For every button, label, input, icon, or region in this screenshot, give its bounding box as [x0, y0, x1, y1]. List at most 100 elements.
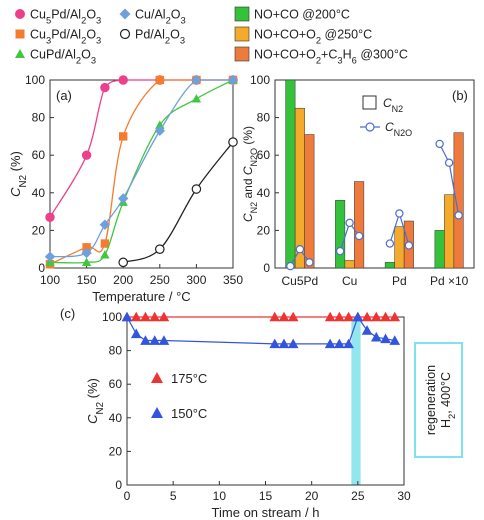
panel-b: 0 20 40 60 80 100 (b) CN2 and CN2O (%) CN2 CN2O Cu…: [241, 73, 475, 288]
x-tick-label-c: 20: [305, 489, 319, 503]
legend-label-7: NO+CO+O2 @250°C: [254, 28, 372, 46]
bar-4-1: [434, 230, 445, 269]
panel-c: 0 5 10 15 20 25 30 0 20 40 60 80 100 (c) Time on strea…: [60, 306, 463, 520]
legend-label-5: Pd/Al2O3: [135, 28, 185, 46]
legend-marker-8: [234, 46, 250, 62]
data-point-c-2-4: [149, 335, 160, 345]
data-point-c-2-7: [278, 338, 290, 349]
legend-marker-c-2: [151, 407, 163, 418]
panel-label-b: (b): [452, 88, 468, 103]
data-point-c-1-11: [343, 311, 354, 322]
legend-marker-2: [15, 29, 25, 39]
series-line-a-3: [49, 79, 234, 264]
n2o-point-1-1: [286, 261, 295, 271]
bar-1-1: [285, 79, 296, 269]
data-point-a-4-6: [191, 74, 202, 86]
bar-2-1: [335, 200, 346, 269]
y-tick-label-b: 100: [250, 73, 270, 87]
legend-label-cn2o: CN2O: [385, 120, 412, 138]
data-point-a-2-5: [155, 75, 164, 85]
x-tick-label-c: 0: [124, 489, 131, 503]
y-tick-label-c: 20: [109, 444, 123, 458]
regeneration-label: regenerationH2, 400°C: [424, 365, 457, 435]
x-tick-label-a: 300: [186, 273, 206, 287]
y-tick-label-a: 40: [32, 186, 46, 200]
x-axis-title-c: Time on stream / h: [212, 505, 320, 520]
data-point-c-2-2: [130, 328, 142, 339]
y-tick-label-a: 100: [25, 73, 45, 87]
panel-label-a: (a): [56, 88, 72, 103]
legend-label-2: Cu3Pd/Al2O3: [30, 28, 101, 46]
data-point-a-5-2: [155, 244, 165, 254]
data-point-c-2-16: [389, 335, 401, 345]
y-tick-label-c: 60: [109, 377, 123, 391]
data-point-a-2-3: [100, 239, 110, 248]
series-line-a-4: [49, 79, 233, 258]
bar-1-3: [304, 134, 315, 269]
n2o-point-4-3: [454, 211, 463, 220]
data-point-a-4-4: [118, 193, 129, 204]
n2o-point-3-1: [385, 239, 395, 248]
n2o-point-2-3: [354, 231, 364, 241]
y-tick-label-b: 20: [257, 223, 271, 237]
n2o-point-3-2: [395, 209, 404, 218]
bar-2-3: [354, 181, 365, 269]
n2o-point-1-3: [305, 258, 314, 267]
data-point-c-2-14: [371, 331, 382, 342]
data-point-c-2-3: [140, 335, 151, 345]
legend-label-c-1: 175°C: [171, 371, 207, 386]
legend-label-4: Cu/Al2O3: [135, 8, 186, 26]
n2o-point-2-1: [335, 246, 345, 256]
data-point-a-4-3: [99, 219, 111, 230]
series-line-a-5: [122, 141, 234, 263]
legend-label-cn2: CN2: [383, 96, 403, 114]
bar-3-2: [394, 226, 405, 269]
y-tick-label-c: 40: [109, 411, 123, 425]
plot-frame-b: [274, 79, 475, 269]
legend-label-c-2: 150°C: [171, 406, 207, 421]
data-point-c-1-9: [324, 311, 336, 322]
y-axis-title-c: CN2 (%): [85, 378, 106, 424]
data-point-c-2-8: [287, 338, 299, 349]
data-point-c-1-4: [149, 311, 160, 322]
data-point-a-5-3: [191, 184, 202, 194]
y-tick-label-c: 0: [115, 478, 122, 492]
data-point-c-2-5: [158, 335, 170, 345]
legend-marker-cn2o: [365, 122, 375, 132]
category-label-3: Pd: [392, 274, 407, 288]
data-point-c-1-7: [278, 311, 290, 322]
panel-label-c: (c): [60, 306, 75, 321]
data-point-c-1-15: [380, 311, 391, 322]
data-point-a-4-1: [44, 251, 56, 262]
x-tick-label-c: 30: [397, 489, 411, 503]
x-tick-label-c: 10: [213, 489, 227, 503]
data-point-c-1-8: [287, 311, 299, 322]
category-label-2: Cu: [342, 274, 357, 288]
legend-label-1: Cu5Pd/Al2O3: [30, 8, 101, 26]
bar-4-3: [453, 132, 464, 269]
y-axis-title-b: CN2 and CN2O (%): [241, 126, 259, 222]
data-point-c-1-14: [371, 311, 382, 322]
data-point-a-2-2: [82, 243, 91, 252]
data-point-a-5-1: [118, 257, 128, 268]
legend-marker-c-1: [151, 372, 163, 383]
data-point-a-3-3: [100, 250, 110, 259]
data-point-a-4-5: [154, 125, 165, 136]
data-point-a-4-7: [227, 74, 239, 86]
y-tick-label-c: 100: [102, 310, 122, 324]
y-tick-label-a: 60: [32, 148, 46, 162]
legend-label-6: NO+CO @200°C: [254, 8, 350, 22]
legend-marker-7: [234, 26, 250, 42]
bar-4-2: [444, 194, 455, 269]
n2o-point-4-2: [444, 158, 454, 167]
data-point-a-3-2: [81, 257, 92, 267]
data-point-c-1-5: [158, 311, 170, 322]
bar-3-1: [384, 262, 395, 269]
y-tick-label-a: 20: [32, 223, 46, 237]
data-point-a-1-2: [81, 150, 92, 160]
legend-marker-6: [234, 6, 250, 22]
x-tick-label-a: 350: [223, 273, 243, 287]
regeneration-box: [414, 342, 463, 458]
data-point-c-2-9: [324, 338, 336, 349]
